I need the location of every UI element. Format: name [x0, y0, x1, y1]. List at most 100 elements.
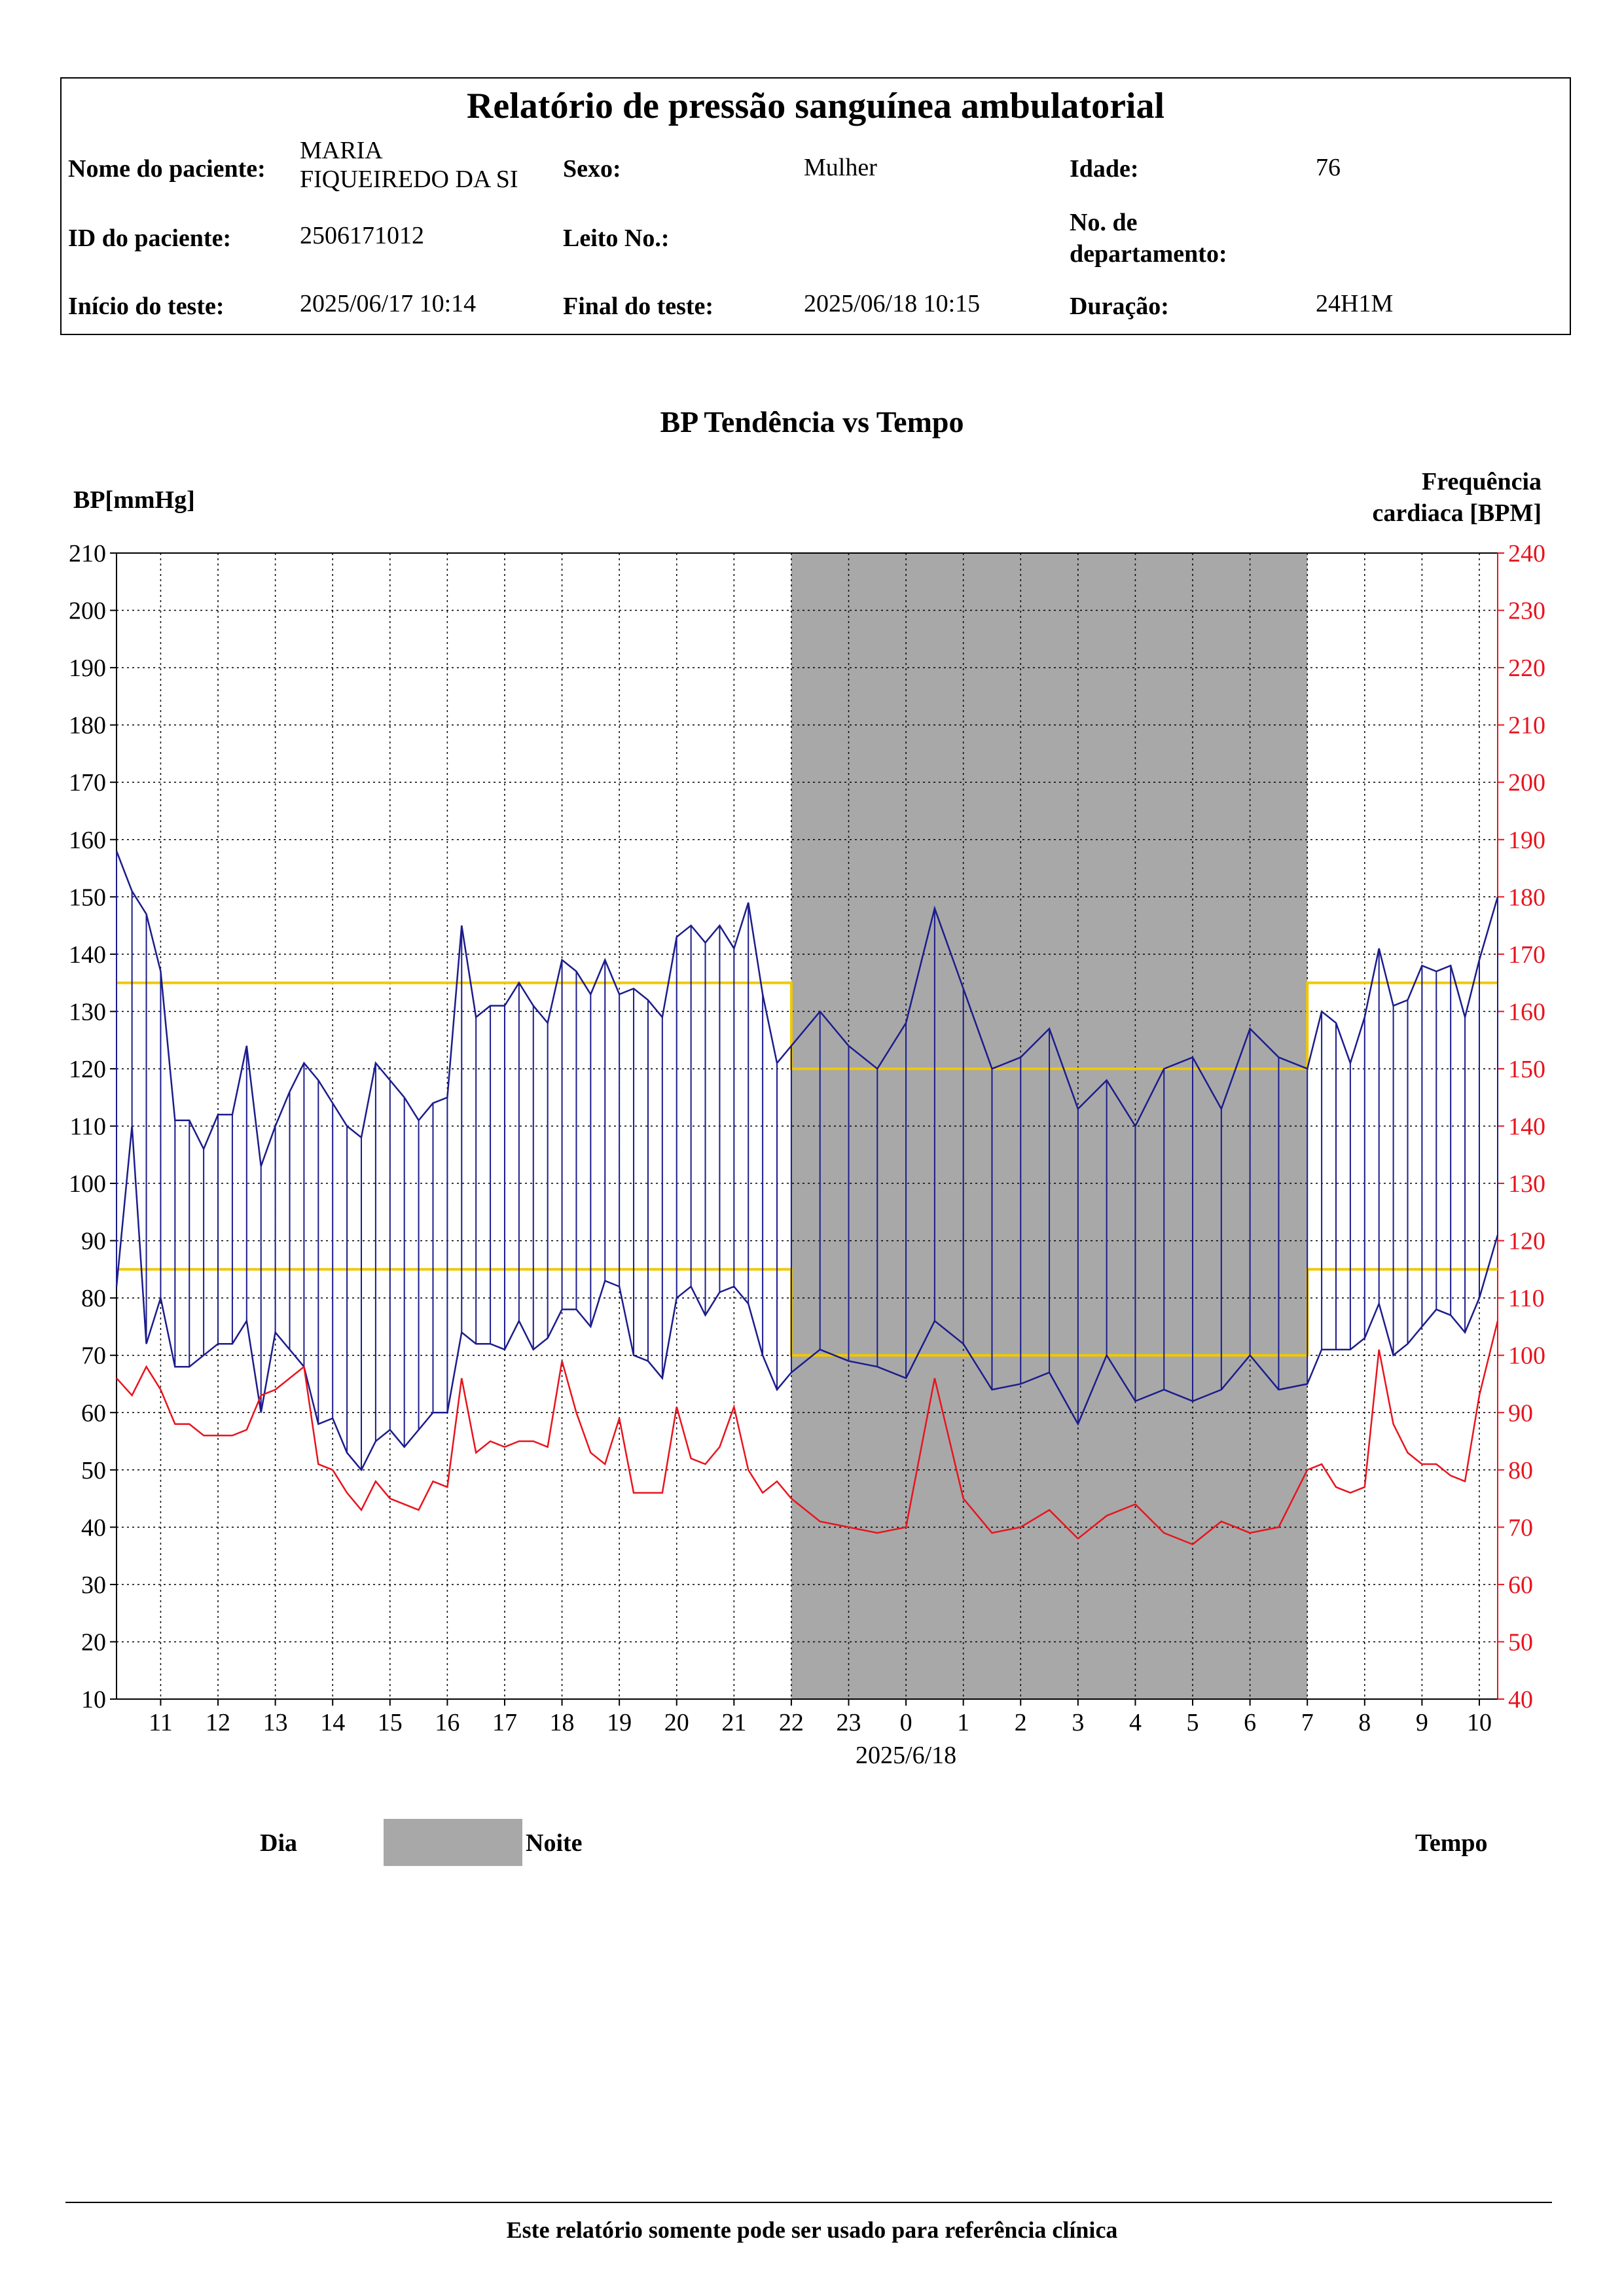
y-tick-label: 30	[81, 1571, 106, 1599]
bed-label: Leito No.:	[563, 224, 670, 252]
x-tick-label: 1	[957, 1709, 969, 1736]
y-axis-label-heart-rate: Frequência cardiaca [BPM]	[1280, 466, 1542, 529]
y-tick-label: 120	[69, 1056, 106, 1083]
y2-tick-label: 200	[1508, 769, 1545, 797]
y2-tick-label: 240	[1508, 540, 1545, 567]
y2-tick-label: 80	[1508, 1457, 1533, 1484]
sex-label: Sexo:	[563, 155, 621, 183]
x-tick-label: 20	[664, 1709, 689, 1736]
y2-tick-label: 180	[1508, 884, 1545, 911]
chart-title: BP Tendência vs Tempo	[660, 405, 964, 439]
y-tick-label: 130	[69, 998, 106, 1026]
legend-night-label: Noite	[526, 1829, 583, 1857]
x-tick-label: 16	[435, 1709, 460, 1736]
y-tick-label: 180	[69, 712, 106, 740]
y2-tick-label: 90	[1508, 1399, 1533, 1427]
y2-tick-label: 160	[1508, 998, 1545, 1026]
x-tick-label: 2	[1015, 1709, 1027, 1736]
y-tick-label: 70	[81, 1342, 106, 1370]
heart-rate-series-line	[116, 1320, 1499, 1546]
y2-tick-label: 210	[1508, 712, 1545, 740]
dept-label-line2: departamento:	[1070, 240, 1227, 268]
legend-time-label: Tempo	[1415, 1829, 1488, 1857]
y-tick-label: 10	[81, 1686, 106, 1713]
patient-name-label: Nome do paciente:	[68, 155, 266, 183]
y2-tick-label: 60	[1508, 1571, 1533, 1599]
x-tick-label: 14	[320, 1709, 345, 1736]
y2-tick-label: 70	[1508, 1514, 1533, 1541]
patient-id-value: 2506171012	[300, 222, 424, 249]
end-value: 2025/06/18 10:15	[804, 290, 981, 317]
footer-disclaimer: Este relatório somente pode ser usado pa…	[506, 2217, 1118, 2243]
age-label: Idade:	[1070, 155, 1139, 183]
legend-night-swatch	[384, 1819, 522, 1866]
y-tick-label: 150	[69, 884, 106, 911]
y-axis-label-bp: BP[mmHg]	[73, 486, 195, 514]
x-tick-label: 17	[492, 1709, 517, 1736]
y-tick-label: 200	[69, 598, 106, 625]
x-tick-label: 11	[149, 1709, 173, 1736]
y2-tick-label: 110	[1508, 1285, 1545, 1312]
x-tick-label: 0	[900, 1709, 912, 1736]
y-tick-label: 210	[69, 540, 106, 567]
x-tick-label: 15	[378, 1709, 403, 1736]
bp-trend-chart: 1020304050607080901001101201301401501601…	[69, 540, 1545, 1769]
y2-tick-label: 220	[1508, 655, 1545, 682]
x-tick-label: 8	[1358, 1709, 1371, 1736]
sex-value: Mulher	[804, 154, 877, 181]
y2-tick-label: 40	[1508, 1686, 1533, 1713]
patient-id-label: ID do paciente:	[68, 224, 232, 252]
duration-value: 24H1M	[1316, 290, 1394, 317]
x-tick-label: 7	[1301, 1709, 1314, 1736]
y2-tick-label: 130	[1508, 1170, 1545, 1198]
y2-tick-label: 50	[1508, 1628, 1533, 1656]
x-tick-label: 22	[779, 1709, 804, 1736]
start-value: 2025/06/17 10:14	[300, 290, 477, 317]
x-date-label: 2025/6/18	[856, 1742, 956, 1769]
y2-tick-label: 150	[1508, 1056, 1545, 1083]
dept-label-line1: No. de	[1070, 209, 1138, 236]
y-tick-label: 90	[81, 1228, 106, 1255]
y2-tick-label: 230	[1508, 598, 1545, 625]
patient-name-line1: MARIA	[300, 137, 383, 164]
patient-name-line2: FIQUEIREDO DA SI	[300, 166, 518, 193]
y-tick-label: 80	[81, 1285, 106, 1312]
y-tick-label: 50	[81, 1457, 106, 1484]
y-tick-label: 100	[69, 1170, 106, 1198]
x-tick-label: 12	[206, 1709, 230, 1736]
x-tick-label: 18	[550, 1709, 575, 1736]
y-tick-label: 190	[69, 655, 106, 682]
duration-label: Duração:	[1070, 293, 1169, 320]
y2-tick-label: 120	[1508, 1228, 1545, 1255]
report-title: Relatório de pressão sanguínea ambulator…	[466, 86, 1165, 126]
y2-tick-label: 190	[1508, 827, 1545, 854]
footer-divider	[65, 2202, 1552, 2203]
y2-tick-label: 170	[1508, 941, 1545, 969]
x-tick-label: 5	[1187, 1709, 1199, 1736]
y-tick-label: 20	[81, 1628, 106, 1656]
x-tick-label: 19	[607, 1709, 632, 1736]
y2-label-line2: cardiaca [BPM]	[1372, 499, 1542, 527]
x-tick-label: 13	[263, 1709, 288, 1736]
systolic-series-line	[115, 850, 1499, 1167]
x-tick-label: 6	[1244, 1709, 1256, 1736]
legend-day-label: Dia	[260, 1829, 297, 1857]
x-tick-label: 9	[1416, 1709, 1428, 1736]
y-tick-label: 170	[69, 769, 106, 797]
x-tick-label: 21	[721, 1709, 746, 1736]
x-tick-label: 10	[1467, 1709, 1492, 1736]
y2-tick-label: 100	[1508, 1342, 1545, 1370]
x-tick-label: 23	[837, 1709, 861, 1736]
y-tick-label: 60	[81, 1399, 106, 1427]
y-tick-label: 110	[69, 1113, 106, 1141]
y2-tick-label: 140	[1508, 1113, 1545, 1141]
x-tick-label: 3	[1072, 1709, 1084, 1736]
y-tick-label: 40	[81, 1514, 106, 1541]
y-tick-label: 140	[69, 941, 106, 969]
x-tick-label: 4	[1129, 1709, 1142, 1736]
y2-label-line1: Frequência	[1422, 468, 1542, 495]
start-label: Início do teste:	[68, 293, 225, 320]
end-label: Final do teste:	[563, 293, 714, 320]
patient-info-box: Relatório de pressão sanguínea ambulator…	[60, 77, 1571, 335]
age-value: 76	[1316, 154, 1341, 181]
